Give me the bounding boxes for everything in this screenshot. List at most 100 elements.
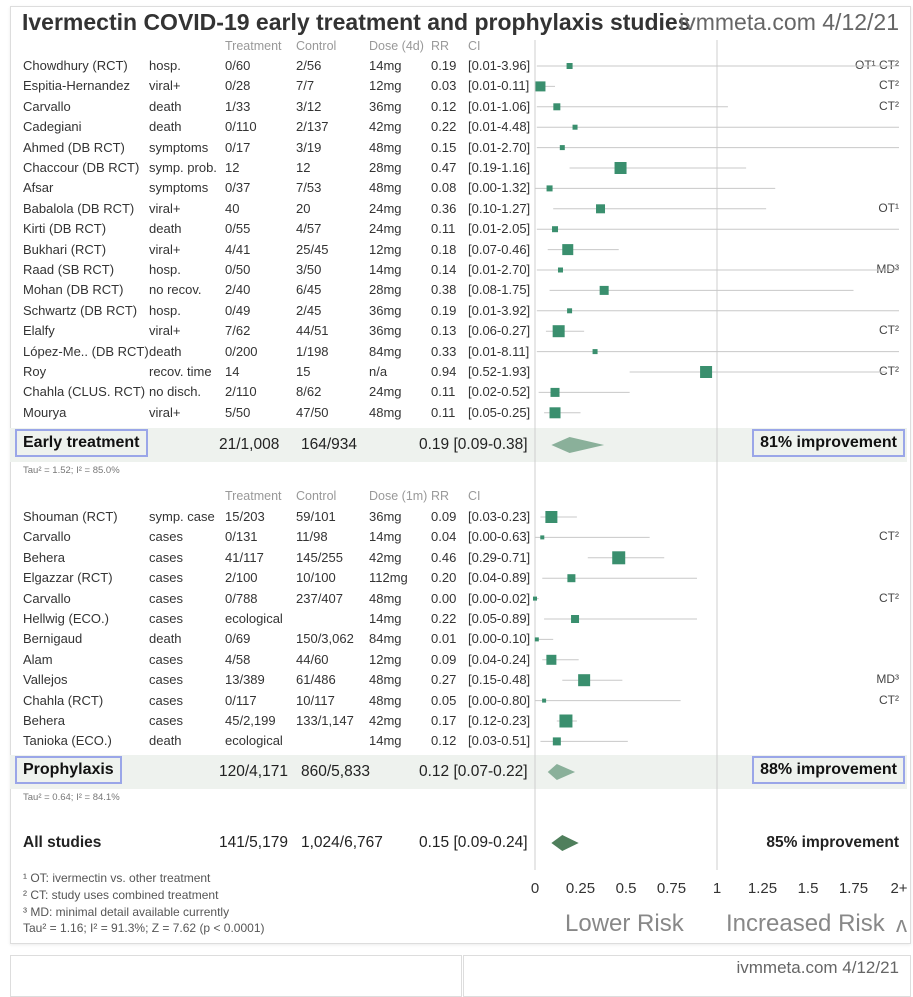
early-row-name: Schwartz (DB RCT) [23, 302, 138, 318]
proph-row-ci: [0.03-0.23] [468, 509, 531, 524]
proph-row-outcome: cases [149, 529, 183, 545]
proph-header-control: Control [296, 489, 337, 503]
early-row-dose: 24mg [369, 200, 402, 216]
early-row-dose: 48mg [369, 139, 402, 155]
proph-row-ci: [0.00-0.10] [468, 631, 531, 647]
early-tau: Tau² = 1.52; I² = 85.0% [23, 465, 120, 476]
x-tick-label: 0.75 [656, 880, 687, 897]
early-row-name: Elalfy [23, 323, 55, 339]
proph-row-treatment: 13/389 [225, 672, 265, 688]
early-row-control: 7/53 [296, 180, 322, 196]
study-marker [562, 244, 574, 256]
early-row-control: 7/7 [296, 78, 315, 94]
proph-row-ci: [0.04-0.24] [468, 651, 531, 667]
early-row-treatment: 0/37 [225, 180, 251, 196]
proph-row-rr: 0.05 [431, 692, 457, 708]
proph-row-dose: 42mg [369, 713, 402, 728]
proph-row-dose: 48mg [369, 672, 402, 688]
early-row-name: Mourya [23, 404, 67, 420]
early-row-ci: [0.00-1.32] [468, 180, 531, 196]
study-marker [533, 596, 537, 601]
early-row-outcome: death [149, 221, 182, 237]
early-row-treatment: 0/49 [225, 302, 251, 318]
early-row-outcome: viral+ [149, 241, 181, 257]
proph-row-control: 145/255 [296, 549, 343, 565]
proph-row-name: Carvallo [23, 529, 71, 545]
study-marker [552, 226, 559, 233]
early-summary-improvement: 81% improvement [752, 429, 905, 457]
early-row-rr: 0.11 [431, 221, 456, 237]
early-row-name: Raad (SB RCT) [23, 262, 115, 277]
early-row-dose: 48mg [369, 180, 402, 196]
bottom-right-card [463, 955, 911, 997]
study-marker [614, 162, 627, 174]
early-row-control: 1/198 [296, 343, 329, 359]
proph-row-outcome: cases [149, 611, 183, 626]
study-marker [557, 267, 563, 273]
study-marker [571, 615, 580, 623]
early-row-ci: [0.01-3.92] [468, 302, 531, 318]
proph-row-control: 150/3,062 [296, 631, 354, 647]
early-row-control: 25/45 [296, 241, 329, 257]
early-row-dose: 36mg [369, 323, 402, 339]
x-tick-label: 0.25 [565, 880, 596, 897]
x-tick-label: 1 [712, 880, 722, 897]
early-row-dose: 24mg [369, 384, 402, 400]
all-summary-treatment: 141/5,179 [219, 834, 288, 851]
header-control: Control [296, 39, 337, 53]
proph-row-rr: 0.00 [431, 590, 457, 606]
proph-row-ci: [0.04-0.89] [468, 570, 531, 586]
proph-row-treatment: ecological [225, 611, 283, 626]
study-marker [612, 551, 626, 565]
study-marker [549, 407, 561, 419]
proph-row-outcome: cases [149, 590, 183, 606]
proph-row-treatment: 0/117 [225, 692, 257, 708]
proph-row-control: 59/101 [296, 509, 336, 524]
early-row-ci: [0.01-2.70] [468, 262, 531, 277]
proph-row-outcome: death [149, 733, 182, 749]
early-row-note: CT² [879, 98, 899, 113]
early-row-outcome: death [149, 119, 182, 135]
early-row-outcome: symptoms [149, 180, 209, 196]
early-row-ci: [0.06-0.27] [468, 323, 531, 339]
study-marker [700, 366, 713, 378]
study-marker [559, 145, 565, 151]
study-marker [599, 285, 609, 295]
study-marker [552, 737, 561, 746]
early-row-name: Mohan (DB RCT) [23, 282, 124, 298]
summary-diamond [551, 835, 579, 851]
early-row-ci: [0.02-0.52] [468, 384, 531, 400]
early-row-treatment: 0/200 [225, 343, 258, 359]
study-marker [567, 308, 573, 314]
proph-row-dose: 48mg [369, 692, 402, 708]
early-row-control: 2/56 [296, 58, 322, 73]
early-row-treatment: 40 [225, 200, 240, 216]
early-row-outcome: hosp. [149, 58, 181, 73]
proph-row-name: Behera [23, 549, 65, 565]
early-row-rr: 0.94 [431, 364, 457, 379]
early-row-name: Espitia-Hernandez [23, 78, 130, 94]
x-tick-label: 1.25 [747, 880, 778, 897]
header-ci: CI [468, 39, 481, 53]
study-marker [550, 387, 560, 397]
early-row-treatment: 0/55 [225, 221, 251, 237]
early-row-treatment: 7/62 [225, 323, 251, 339]
proph-row-ci: [0.00-0.80] [468, 692, 531, 708]
increased-risk-label: Increased Risk [726, 910, 885, 937]
x-tick-label: 1.5 [797, 880, 819, 897]
early-row-rr: 0.19 [431, 302, 457, 318]
early-row-control: 6/45 [296, 282, 322, 298]
proph-tau: Tau² = 0.64; I² = 84.1% [23, 792, 120, 803]
early-row-name: Chahla (CLUS. RCT) [23, 384, 146, 400]
summary-diamond [547, 764, 576, 780]
early-row-note: OT¹ CT² [855, 58, 899, 72]
proph-row-rr: 0.01 [431, 631, 457, 647]
early-summary-control: 164/934 [301, 436, 358, 453]
early-row-dose: 42mg [369, 119, 402, 135]
early-row-ci: [0.01-8.11] [468, 343, 530, 359]
early-row-dose: 12mg [369, 241, 402, 257]
study-marker [552, 325, 565, 338]
early-row-control: 3/50 [296, 262, 322, 277]
footnote-ct: ² CT: study uses combined treatment [23, 888, 219, 902]
early-row-treatment: 0/28 [225, 78, 251, 94]
